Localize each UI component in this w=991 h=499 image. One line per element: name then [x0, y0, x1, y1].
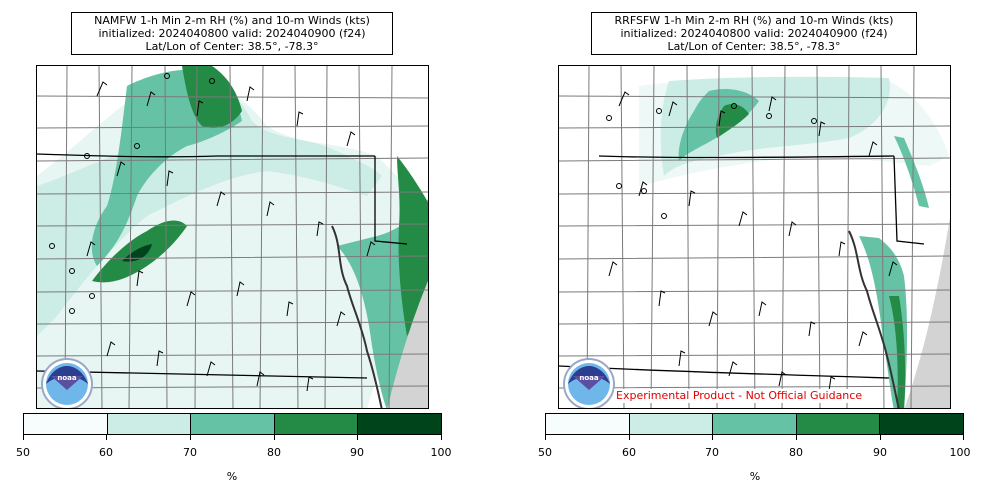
- left-colorbar-segment-70-80: [191, 414, 275, 434]
- left-colorbar-segment-80-90: [274, 414, 359, 434]
- left-map-canvas: [37, 66, 428, 408]
- left-colorbar-segment-90-100: [358, 414, 441, 434]
- left-colorbar-tick: [190, 435, 191, 440]
- right-colorbar-tick-label: 100: [949, 446, 971, 459]
- right-colorbar-tick-label: 50: [538, 446, 552, 459]
- left-rh-coast-80: [397, 156, 428, 336]
- left-colorbar-tick-label: 90: [350, 446, 364, 459]
- right-map-panel[interactable]: noaa Experimental Product - Not Official…: [558, 65, 951, 409]
- right-colorbar-tick-label: 90: [873, 446, 887, 459]
- right-chesapeake-bay: [848, 230, 900, 408]
- right-colorbar-tick: [880, 435, 881, 440]
- left-map-panel[interactable]: noaa: [36, 65, 429, 409]
- right-colorbar-tick: [796, 435, 797, 440]
- left-colorbar-segment-60-70: [107, 414, 192, 434]
- left-wind-barbs: [86, 81, 376, 392]
- left-ocean: [387, 280, 428, 408]
- right-calm-circles: [606, 103, 817, 219]
- left-colorbar-tick-label: 100: [430, 446, 452, 459]
- right-colorbar-segment-50-60: [546, 414, 630, 434]
- left-colorbar-tick: [23, 435, 24, 440]
- right-wind-barbs: [608, 91, 898, 392]
- right-title-line1: RRFSFW 1-h Min 2-m RH (%) and 10-m Winds…: [614, 14, 894, 27]
- right-colorbar-tick: [545, 435, 546, 440]
- right-title-line3: Lat/Lon of Center: 38.5°, -78.3°: [667, 40, 841, 53]
- right-colorbar-segment-80-90: [796, 414, 881, 434]
- right-county-borders: [559, 66, 950, 408]
- right-colorbar: [545, 413, 964, 435]
- left-rh-90-region: [122, 244, 152, 262]
- left-noaa-logo-icon: noaa: [41, 358, 93, 408]
- left-colorbar-tick-label: 60: [99, 446, 113, 459]
- right-noaa-text: noaa: [579, 374, 599, 382]
- right-title-line2: initialized: 2024040800 valid: 202404090…: [620, 27, 888, 40]
- left-colorbar-tick: [357, 435, 358, 440]
- left-chesapeake-bay: [331, 225, 383, 408]
- left-colorbar-tick: [274, 435, 275, 440]
- right-colorbar-tick: [629, 435, 630, 440]
- right-rh-delaware-band: [894, 136, 929, 208]
- right-ocean: [904, 217, 950, 408]
- right-noaa-logo-icon: noaa: [563, 358, 615, 408]
- experimental-disclaimer: Experimental Product - Not Official Guid…: [614, 389, 865, 403]
- left-colorbar-tick: [441, 435, 442, 440]
- left-colorbar-unit: %: [226, 470, 238, 483]
- right-map-canvas: [559, 66, 950, 408]
- left-title-line2: initialized: 2024040800 valid: 202404090…: [98, 27, 366, 40]
- left-calm-circles: [49, 73, 215, 314]
- left-map-title: NAMFW 1-h Min 2-m RH (%) and 10-m Winds …: [71, 12, 393, 55]
- left-colorbar-segment-50-60: [24, 414, 108, 434]
- right-colorbar-segment-60-70: [629, 414, 714, 434]
- right-colorbar-segment-70-80: [713, 414, 797, 434]
- right-colorbar-tick-label: 60: [622, 446, 636, 459]
- left-colorbar: [23, 413, 442, 435]
- left-noaa-text: noaa: [57, 374, 77, 382]
- left-colorbar-tick-label: 70: [183, 446, 197, 459]
- left-colorbar-tick-label: 80: [267, 446, 281, 459]
- left-title-line3: Lat/Lon of Center: 38.5°, -78.3°: [145, 40, 319, 53]
- left-title-line1: NAMFW 1-h Min 2-m RH (%) and 10-m Winds …: [94, 14, 370, 27]
- right-colorbar-tick-label: 80: [789, 446, 803, 459]
- right-rh-coast-80: [889, 296, 906, 408]
- left-county-borders: [37, 66, 428, 408]
- right-colorbar-unit: %: [749, 470, 761, 483]
- right-colorbar-tick: [712, 435, 713, 440]
- right-colorbar-segment-90-100: [880, 414, 963, 434]
- left-colorbar-tick-label: 50: [16, 446, 30, 459]
- right-colorbar-tick-label: 70: [705, 446, 719, 459]
- right-colorbar-tick: [963, 435, 964, 440]
- left-colorbar-tick: [106, 435, 107, 440]
- right-map-title: RRFSFW 1-h Min 2-m RH (%) and 10-m Winds…: [591, 12, 917, 55]
- right-state-borders: [559, 155, 925, 379]
